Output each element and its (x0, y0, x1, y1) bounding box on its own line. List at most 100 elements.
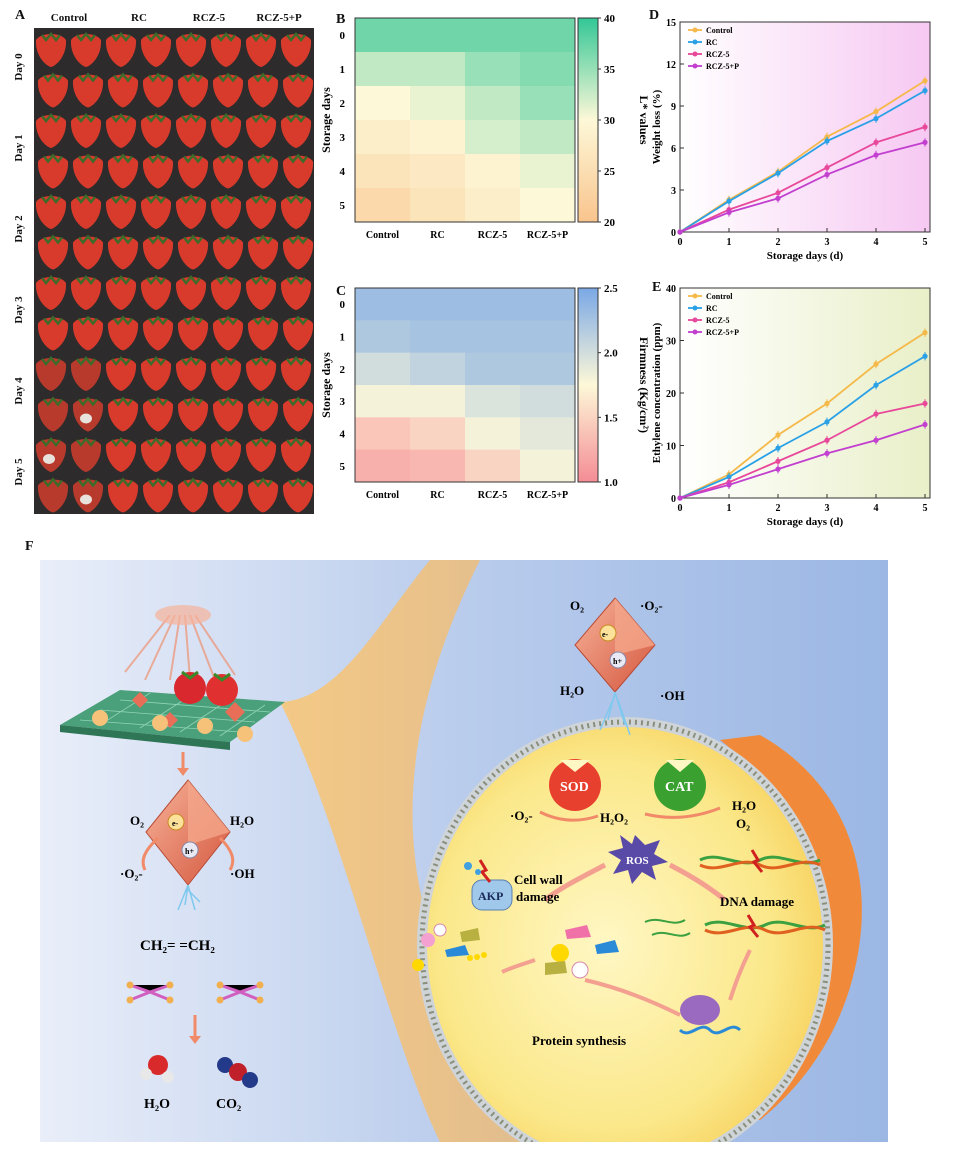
strawberry-photo (72, 396, 104, 432)
cell-body (427, 727, 823, 1142)
heatmap-cell (465, 320, 521, 354)
heatmap-row-label: 0 (340, 30, 346, 42)
label-protein-synthesis: Protein synthesis (532, 1033, 626, 1048)
label-o2-top: O₂ (570, 598, 584, 613)
x-tick-label: 5 (923, 237, 928, 248)
strawberry-photo (212, 234, 244, 270)
label-superoxide-left: ·O₂- (120, 866, 143, 881)
strawberry-photo (140, 356, 172, 391)
strawberry-photo (107, 72, 139, 108)
data-point (824, 138, 830, 144)
strawberry-photo (105, 194, 137, 229)
label-h2o2: H₂O₂ (600, 810, 628, 825)
strawberry-photo (35, 32, 67, 67)
ribosome (678, 995, 742, 1035)
data-point (824, 437, 830, 443)
heatmap-row-label: 3 (340, 396, 346, 408)
strawberry-photo (105, 275, 137, 310)
strawberry-photo (175, 113, 207, 148)
strawberry-photo (37, 153, 69, 189)
heatmap-col-label: RC (430, 230, 444, 241)
data-point (922, 88, 928, 94)
y-tick-label: 40 (666, 284, 676, 295)
panel-label-a: A (15, 8, 26, 23)
ros-burst (608, 835, 668, 884)
strawberry-photo (70, 32, 102, 67)
heatmap-cell (520, 385, 576, 418)
label-hole-top: h+ (613, 657, 622, 666)
colorbar-tick: 30 (604, 115, 616, 127)
strawberry-photo (72, 234, 104, 270)
data-point (726, 482, 732, 488)
leak-arrow (501, 958, 536, 974)
heatmap-col-label: RCZ-5+P (527, 230, 568, 241)
akp-protein (464, 859, 513, 911)
photo-col-rcz5p: RCZ-5+P (256, 12, 302, 24)
heatmap-cell (410, 18, 466, 53)
strawberry-photo (245, 356, 277, 391)
mechanism-scheme: O₂ H₂O e- h+ ·O₂- ·OH CH₂= =CH₂ H₂O CO₂ … (40, 560, 888, 1142)
series-line (679, 80, 926, 233)
heatmap-cell (465, 18, 521, 53)
strawberry-photo (140, 275, 172, 310)
strawberry-photo (282, 396, 314, 432)
label-h2o-top: H₂O (560, 683, 584, 698)
heatmap-col-label: RC (430, 490, 444, 501)
strawberry-photo (247, 234, 279, 270)
strawberry-photo (107, 153, 139, 189)
y-tick-label: 10 (666, 442, 676, 453)
heatmap-cell (520, 417, 576, 451)
strawberry-photo (105, 32, 137, 67)
heatmap-cell (355, 86, 411, 121)
heatmap-cell (410, 449, 466, 483)
panel-label-d: D (649, 8, 660, 23)
label-h2o-product: H₂O (144, 1097, 170, 1112)
strawberry-photo (140, 194, 172, 229)
data-point (922, 330, 928, 336)
series-line (679, 331, 926, 499)
x-axis-label: Storage days (d) (767, 250, 844, 262)
heatmap-cell (465, 154, 521, 189)
photo-row-label: Day 5 (13, 458, 25, 486)
data-point (726, 209, 732, 215)
strawberry-photo (212, 72, 244, 108)
strawberry-photo (142, 153, 174, 189)
strawberry-photo (140, 437, 172, 472)
data-point (922, 139, 928, 145)
strawberry-photo (280, 194, 312, 229)
photo-col-rc: RC (131, 12, 147, 24)
data-point (922, 421, 928, 428)
label-oh-left: ·OH (230, 866, 255, 881)
legend-label: Control (706, 292, 733, 301)
strawberry-photo (72, 153, 104, 189)
ethylene-molecules (126, 981, 264, 1004)
strawberry-photo (140, 32, 172, 67)
x-tick-label: 1 (727, 503, 732, 514)
label-dna-damage: DNA damage (720, 894, 794, 909)
strawberry-photo (245, 437, 277, 472)
heatmap-cell (520, 52, 576, 87)
heatmap-cell (465, 86, 521, 121)
data-point (873, 411, 879, 417)
data-point (873, 109, 879, 115)
strawberry-photo (107, 315, 139, 351)
heatmap-row-label: 4 (340, 429, 346, 441)
heatmap-cell (465, 385, 521, 418)
plot-background (680, 288, 930, 498)
label-cat: CAT (665, 780, 694, 795)
series-line (679, 141, 926, 233)
strawberry-photo (282, 72, 314, 108)
heatmap-cell (465, 120, 521, 155)
strawberry-photo (37, 477, 69, 513)
strawberry-photo (282, 477, 314, 513)
colorbar-tick: 1.5 (604, 412, 618, 424)
series-line (679, 423, 926, 499)
data-point (775, 466, 781, 472)
heatmap-ylabel: Storage days (320, 87, 333, 153)
series-line (679, 89, 926, 233)
strawberry-photo (280, 113, 312, 148)
strawberry-photo (37, 72, 69, 108)
x-tick-label: 3 (825, 237, 830, 248)
cat-enzyme (654, 759, 706, 811)
heatmap-cell (465, 288, 521, 321)
